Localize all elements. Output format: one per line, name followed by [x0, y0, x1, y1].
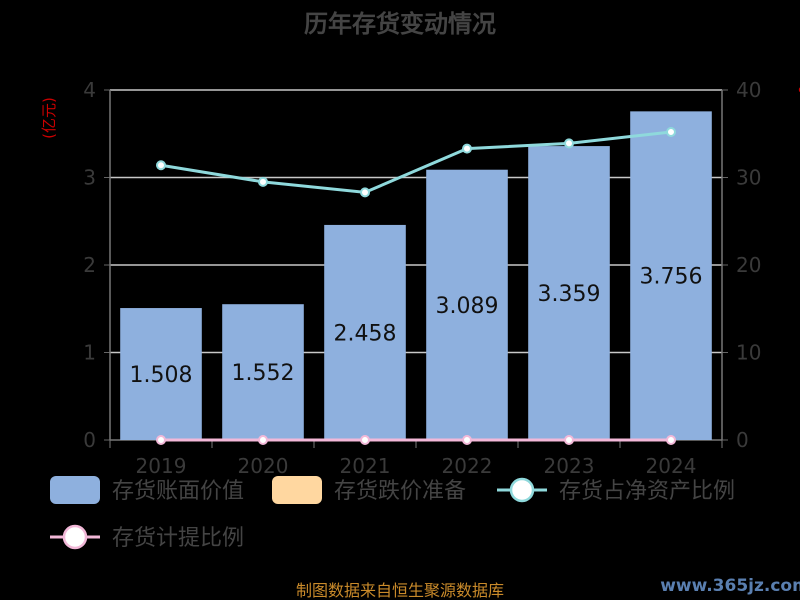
gridlines [110, 89, 722, 354]
right-tick-label: 40 [736, 78, 761, 102]
watermark: www.365jz.com [660, 576, 800, 596]
bar-data-label: 1.508 [130, 363, 193, 388]
left-tick-label: 2 [83, 253, 96, 277]
line-存货占净资产比例 [160, 130, 672, 194]
left-axis-unit: (亿元) [40, 97, 58, 139]
bars: 1.508 1.552 2.458 3.089 3.359 3.756 [120, 111, 712, 440]
x-tick-label: 2022 [442, 454, 493, 478]
x-tick-label: 2020 [238, 454, 289, 478]
legend-swatch [50, 476, 100, 504]
legend-label: 存货账面价值 [112, 479, 244, 504]
line-point [156, 435, 166, 445]
legend-marker [62, 524, 88, 550]
legend-label: 存货占净资产比例 [559, 479, 735, 504]
legend-label: 存货跌价准备 [334, 479, 466, 504]
right-tick-label: 0 [736, 428, 749, 452]
legend-marker [509, 477, 535, 503]
legend-label: 存货计提比例 [112, 526, 244, 551]
right-tick-label: 20 [736, 253, 761, 277]
right-tick-label: 30 [736, 166, 761, 190]
bar-2024 [630, 111, 712, 440]
line-point [156, 160, 166, 171]
lines [156, 127, 676, 445]
line-point [564, 435, 574, 445]
line-point [666, 127, 676, 137]
line-point [462, 143, 472, 154]
left-tick-label: 0 [83, 428, 96, 452]
legend-swatch [272, 476, 322, 504]
bar-data-label: 3.089 [436, 294, 499, 319]
line-point [666, 435, 676, 445]
line-point [360, 435, 370, 445]
bar-data-label: 1.552 [232, 361, 295, 386]
data-source-note: 制图数据来自恒生聚源数据库 [296, 581, 504, 600]
bar-2022 [426, 169, 508, 440]
right-axis-unit: % [798, 84, 800, 102]
bar-data-label: 3.756 [640, 265, 703, 290]
x-tick-label: 2024 [646, 454, 697, 478]
chart-title: 历年存货变动情况 [304, 10, 496, 38]
x-tick-label: 2021 [340, 454, 391, 478]
left-tick-label: 1 [83, 341, 96, 365]
x-tick-label: 2023 [544, 454, 595, 478]
line-point [258, 176, 268, 187]
bar-2023 [528, 146, 610, 440]
line-point [360, 187, 370, 198]
bar-data-label: 2.458 [334, 321, 397, 346]
bar-data-label: 3.359 [538, 282, 601, 307]
left-tick-label: 4 [83, 78, 96, 102]
line-point [462, 435, 472, 445]
bar-2019 [120, 308, 202, 440]
line-point [258, 435, 268, 445]
line-point [564, 138, 574, 149]
x-tick-label: 2019 [136, 454, 187, 478]
left-tick-label: 3 [83, 166, 96, 190]
bar-2021 [324, 224, 406, 440]
right-tick-label: 10 [736, 341, 761, 365]
bar-2020 [222, 304, 304, 440]
